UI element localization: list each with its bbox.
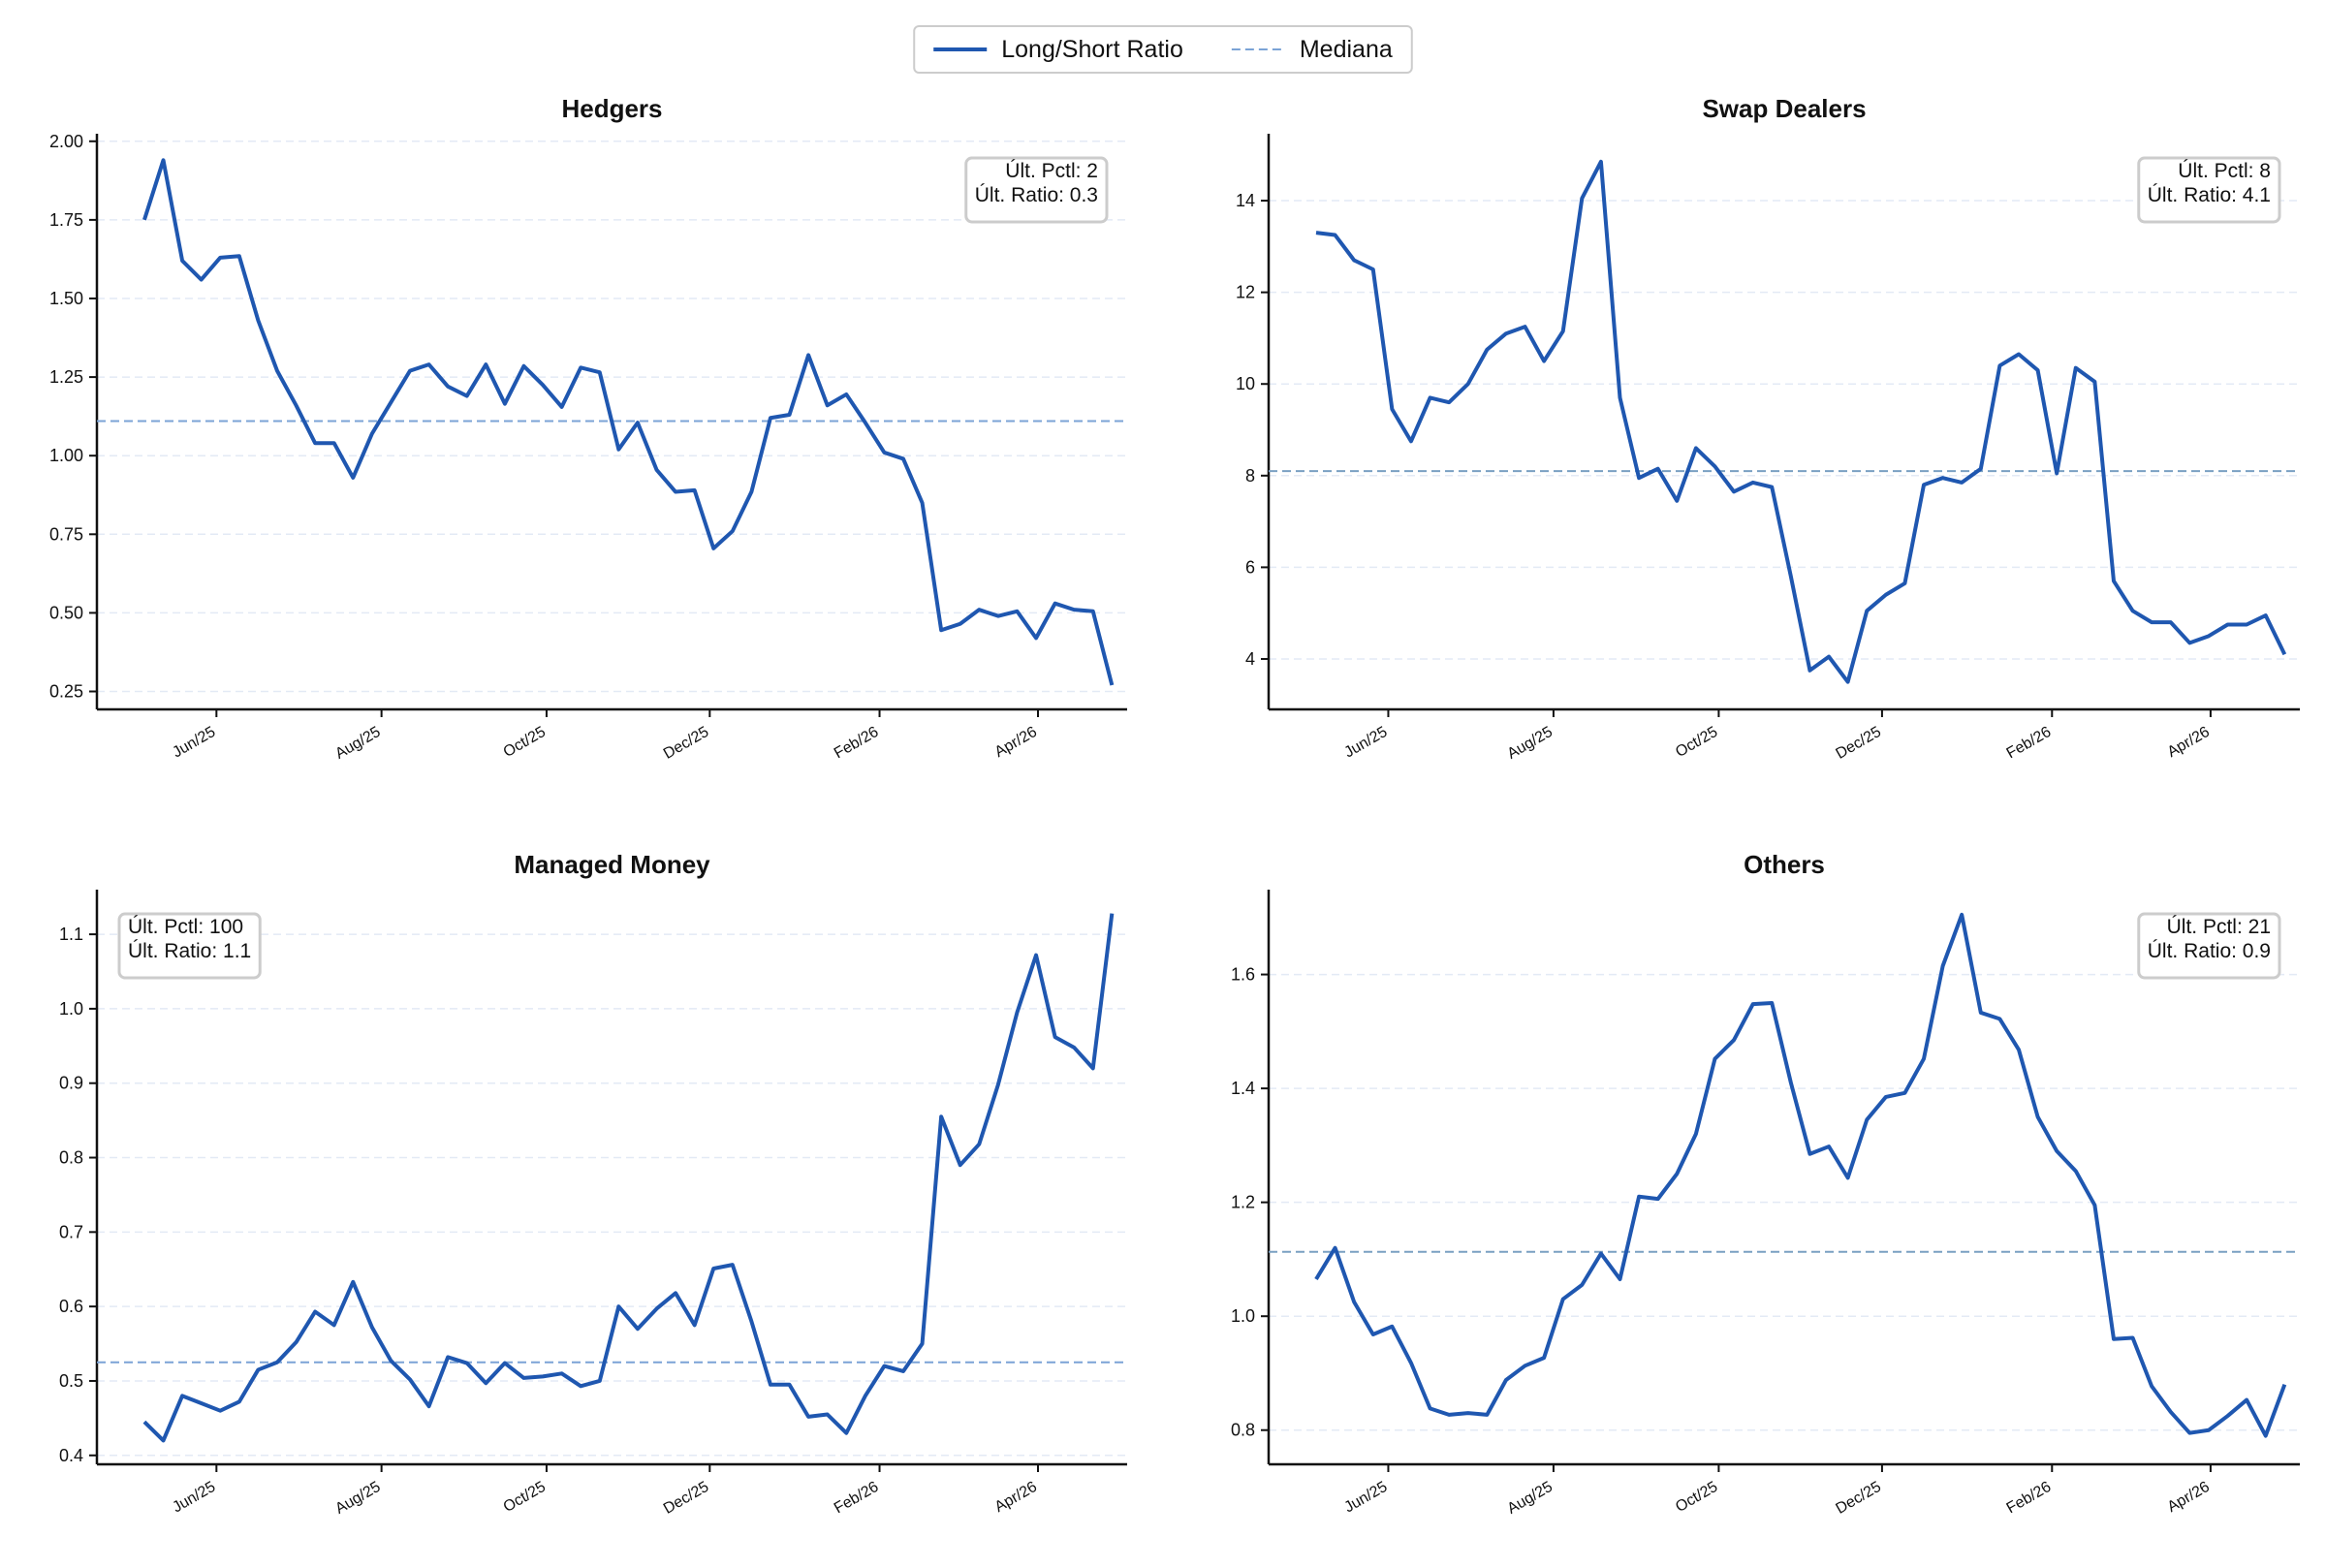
legend: Long/Short Ratio Mediana <box>913 25 1413 74</box>
y-tick-label: 0.25 <box>49 682 83 702</box>
x-tick-label: Oct/25 <box>501 724 549 761</box>
annotation-text: Últ. Ratio: 4.1 <box>2148 184 2271 206</box>
y-tick-label: 1.25 <box>49 367 83 387</box>
annotation-text: Últ. Pctl: 8 <box>2178 160 2271 182</box>
y-tick-label: 0.4 <box>59 1446 83 1465</box>
x-tick-label: Feb/26 <box>832 1479 882 1518</box>
y-tick-label: 8 <box>1245 466 1255 486</box>
y-tick-label: 1.1 <box>59 925 83 944</box>
x-tick-label: Oct/25 <box>1673 1479 1720 1516</box>
y-tick-label: 10 <box>1236 374 1255 393</box>
y-tick-label: 0.75 <box>49 524 83 544</box>
x-tick-label: Apr/26 <box>2165 1479 2213 1516</box>
y-tick-label: 4 <box>1245 649 1255 669</box>
subplot-title: Hedgers <box>561 94 662 123</box>
y-tick-label: 2.00 <box>49 132 83 151</box>
legend-frame <box>913 25 1413 74</box>
y-tick-label: 0.50 <box>49 603 83 622</box>
y-tick-label: 6 <box>1245 557 1255 577</box>
y-tick-label: 1.0 <box>1231 1306 1255 1326</box>
subplot-title: Others <box>1744 850 1825 879</box>
x-tick-label: Jun/25 <box>170 724 218 762</box>
ratio-line <box>142 158 1115 686</box>
x-tick-label: Feb/26 <box>2004 1479 2055 1518</box>
x-tick-label: Dec/25 <box>1834 1479 1884 1518</box>
x-tick-label: Aug/25 <box>1504 1479 1556 1518</box>
subplot: Others 0.8 1.0 1.2 1.4 1.6 Jun/25 Aug/25 Oct/25 D… <box>1231 850 2300 1518</box>
x-tick-label: Aug/25 <box>1504 724 1556 763</box>
y-tick-label: 0.6 <box>59 1297 83 1316</box>
y-tick-label: 1.50 <box>49 289 83 308</box>
y-tick-label: 12 <box>1236 283 1255 302</box>
y-tick-label: 0.9 <box>59 1074 83 1093</box>
ratio-line <box>142 913 1115 1443</box>
y-tick-label: 1.0 <box>59 999 83 1019</box>
x-tick-label: Oct/25 <box>501 1479 549 1516</box>
y-tick-label: 1.75 <box>49 210 83 230</box>
x-tick-label: Jun/25 <box>1341 1479 1390 1517</box>
x-tick-label: Feb/26 <box>2004 724 2055 763</box>
x-tick-label: Apr/26 <box>2165 724 2213 761</box>
annotation-text: Últ. Pctl: 2 <box>1005 160 1098 182</box>
y-tick-label: 0.7 <box>59 1222 83 1241</box>
subplot: Hedgers 0.25 0.50 0.75 1.00 1.25 1.50 1.75 2.00 J… <box>49 94 1127 763</box>
x-tick-label: Apr/26 <box>992 724 1040 761</box>
ratio-line <box>1315 159 2287 684</box>
x-tick-label: Jun/25 <box>1341 724 1390 762</box>
y-tick-label: 1.6 <box>1231 965 1255 985</box>
annotation-frame <box>2137 912 2281 980</box>
annotation-text: Últ. Ratio: 0.3 <box>975 184 1098 206</box>
y-tick-label: 1.00 <box>49 446 83 465</box>
y-tick-label: 14 <box>1236 191 1255 210</box>
x-tick-label: Aug/25 <box>332 724 384 763</box>
subplot-title: Managed Money <box>514 850 710 879</box>
subplot: Swap Dealers 4 6 8 10 12 14 Jun/25 Aug/25 Oct/25 D… <box>1236 94 2300 763</box>
annotation-text: Últ. Ratio: 1.1 <box>128 940 251 962</box>
annotation-frame <box>117 912 262 980</box>
x-tick-label: Jun/25 <box>170 1479 218 1517</box>
x-tick-label: Aug/25 <box>332 1479 384 1518</box>
x-tick-label: Dec/25 <box>661 724 711 763</box>
y-tick-label: 0.5 <box>59 1371 83 1391</box>
legend-label: Long/Short Ratio <box>1001 36 1183 63</box>
ratio-line <box>1314 912 2287 1438</box>
y-tick-label: 1.4 <box>1231 1079 1255 1098</box>
annotation-frame <box>964 156 1109 224</box>
x-tick-label: Apr/26 <box>992 1479 1040 1516</box>
annotation-text: Últ. Ratio: 0.9 <box>2148 940 2271 962</box>
subplot-title: Swap Dealers <box>1702 94 1866 123</box>
x-tick-label: Oct/25 <box>1673 724 1720 761</box>
x-tick-label: Dec/25 <box>1834 724 1884 763</box>
annotation-text: Últ. Pctl: 21 <box>2167 916 2271 938</box>
x-tick-label: Dec/25 <box>661 1479 711 1518</box>
annotation-text: Últ. Pctl: 100 <box>128 916 243 938</box>
y-tick-label: 0.8 <box>1231 1421 1255 1440</box>
y-tick-label: 1.2 <box>1231 1193 1255 1212</box>
legend-label: Mediana <box>1300 36 1393 63</box>
y-tick-label: 0.8 <box>59 1148 83 1168</box>
annotation-frame <box>2137 156 2281 224</box>
subplot: Managed Money 0.4 0.5 0.6 0.7 0.8 0.9 1.0 1.1 Jun… <box>59 850 1127 1518</box>
x-tick-label: Feb/26 <box>832 724 882 763</box>
